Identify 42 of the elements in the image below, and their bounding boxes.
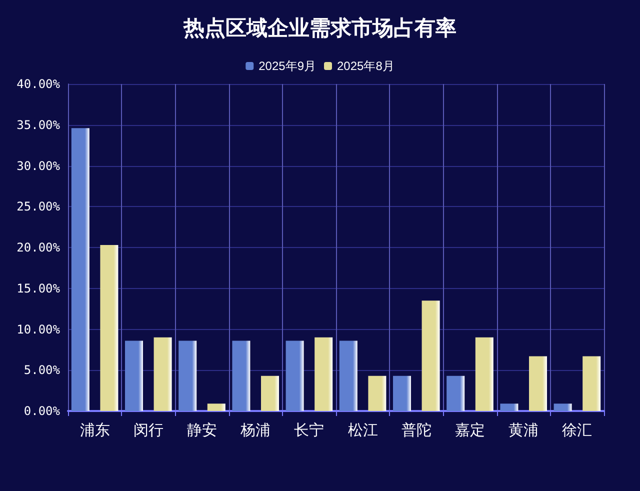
y-tick-label: 25.00% — [16, 200, 61, 214]
x-tick-label: 黄浦 — [508, 422, 539, 439]
x-tick-label: 徐汇 — [562, 422, 592, 439]
bar — [261, 376, 279, 411]
y-tick-label: 10.00% — [16, 322, 61, 336]
y-tick-label: 40.00% — [16, 77, 61, 91]
bar — [100, 245, 118, 411]
bar — [422, 300, 440, 411]
legend-label: 2025年8月 — [337, 59, 394, 73]
legend-label: 2025年9月 — [258, 59, 316, 73]
x-tick-label: 静安 — [187, 422, 217, 439]
bar — [446, 376, 465, 411]
bar — [207, 404, 226, 411]
x-tick-label: 长宁 — [294, 422, 324, 439]
bar — [529, 356, 547, 411]
bar — [368, 376, 386, 411]
bar — [178, 340, 197, 411]
y-tick-label: 20.00% — [16, 240, 61, 254]
bar — [582, 356, 601, 411]
bar — [554, 404, 572, 411]
bar — [232, 340, 250, 411]
bar — [314, 337, 333, 411]
y-tick-label: 0.00% — [24, 404, 61, 418]
x-tick-label: 嘉定 — [455, 422, 485, 439]
y-tick-label: 30.00% — [16, 158, 61, 173]
chart-title: 热点区域企业需求市场占有率 — [182, 15, 456, 40]
bar — [500, 404, 518, 411]
x-tick-label: 普陀 — [401, 422, 432, 439]
y-tick-label: 35.00% — [16, 118, 61, 132]
bar — [286, 340, 304, 411]
bar — [125, 340, 143, 411]
bar — [393, 376, 411, 411]
y-tick-label: 15.00% — [16, 281, 61, 296]
bar — [154, 337, 172, 411]
x-tick-label: 杨浦 — [240, 422, 271, 439]
x-tick-label: 浦东 — [80, 422, 110, 439]
y-tick-label: 5.00% — [24, 363, 61, 378]
bar — [71, 128, 90, 411]
bar — [475, 337, 494, 411]
bar — [339, 340, 358, 411]
x-tick-label: 松江 — [348, 422, 378, 439]
x-tick-label: 闵行 — [133, 422, 164, 439]
